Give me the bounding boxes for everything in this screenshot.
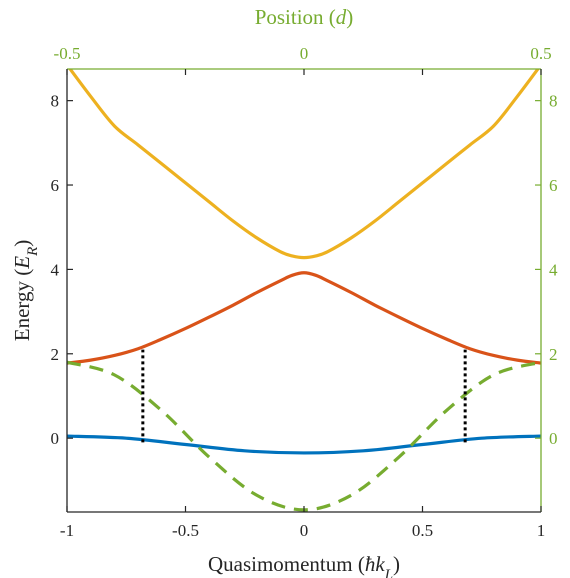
secondary-x-axis-title: Position (d) [255, 5, 354, 29]
x-tick-label: 1 [537, 521, 546, 540]
axes-layer [66, 68, 542, 513]
series-lattice-potential [67, 360, 541, 512]
y-tick-label: 4 [51, 260, 60, 279]
secondary-y-tick-label: 4 [549, 260, 558, 279]
y-tick-label: 6 [51, 176, 60, 195]
secondary-y-tick-label: 0 [549, 429, 558, 448]
y-axis-title: Energy (ER) [10, 240, 41, 342]
series-layer [67, 69, 541, 512]
secondary-x-tick-label: -0.5 [54, 44, 81, 63]
y-tick-label: 2 [51, 345, 60, 364]
x-axis-title: Quasimomentum (ħkL) [208, 552, 400, 578]
series-band-2 [68, 69, 540, 260]
series-band-1 [67, 271, 541, 365]
secondary-y-tick-label: 2 [549, 345, 558, 364]
x-tick-label: 0.5 [412, 521, 433, 540]
ticks-layer: -1 -0.5 0 0.5 1 0 2 4 6 8 -0.5 0 0.5 0 2 4 6 8 [51, 44, 559, 540]
annotation-layer [141, 349, 467, 443]
secondary-y-tick-label: 6 [549, 176, 558, 195]
x-tick-label: -1 [60, 521, 74, 540]
secondary-x-tick-label: 0.5 [530, 44, 551, 63]
x-tick-label: -0.5 [172, 521, 199, 540]
secondary-x-tick-label: 0 [300, 44, 309, 63]
y-tick-label: 8 [51, 92, 60, 111]
secondary-y-tick-label: 8 [549, 92, 558, 111]
y-tick-label: 0 [51, 429, 60, 448]
x-tick-label: 0 [300, 521, 309, 540]
series-band-0 [67, 434, 541, 455]
